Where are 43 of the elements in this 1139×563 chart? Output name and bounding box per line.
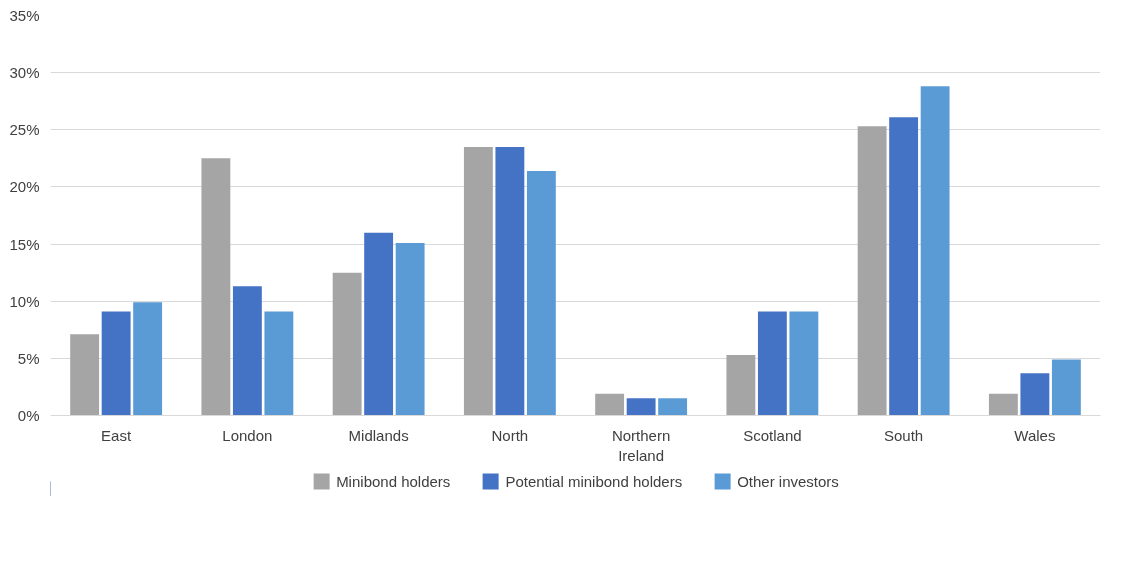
bar bbox=[232, 286, 262, 416]
x-tick-label: Midlands bbox=[348, 426, 409, 444]
x-tick-label: Scotland bbox=[743, 426, 802, 444]
bar bbox=[857, 126, 887, 416]
x-tick-label: London bbox=[222, 426, 273, 444]
bar bbox=[789, 311, 819, 416]
bar bbox=[595, 393, 625, 416]
bar bbox=[364, 232, 394, 416]
bar bbox=[626, 398, 656, 416]
y-tick-label: 10% bbox=[9, 292, 40, 310]
bar bbox=[988, 393, 1018, 416]
bar bbox=[526, 170, 556, 416]
bar bbox=[495, 146, 525, 416]
bar bbox=[757, 311, 787, 416]
x-tick-label: Northern Ireland bbox=[611, 426, 671, 464]
y-tick-label: 0% bbox=[17, 407, 40, 424]
bar bbox=[1020, 373, 1050, 416]
bar bbox=[463, 146, 493, 416]
x-tick-label: Wales bbox=[1014, 426, 1056, 444]
y-tick-label: 5% bbox=[17, 349, 40, 367]
bar bbox=[332, 272, 362, 416]
bar bbox=[395, 242, 425, 416]
y-tick-label: 30% bbox=[9, 64, 40, 82]
bar bbox=[726, 354, 756, 416]
legend-label: Potential minibond holders bbox=[505, 472, 683, 490]
x-tick-label: East bbox=[101, 426, 132, 444]
y-tick-label: 25% bbox=[9, 121, 40, 139]
bar bbox=[70, 334, 100, 416]
bar bbox=[889, 117, 919, 416]
bar bbox=[658, 398, 688, 416]
bar bbox=[201, 158, 231, 416]
legend-label: Minibond holders bbox=[336, 472, 451, 490]
bar bbox=[920, 86, 950, 416]
bar bbox=[264, 311, 294, 416]
legend-label: Other investors bbox=[737, 472, 839, 490]
x-tick-label: South bbox=[884, 426, 924, 444]
y-tick-label: 15% bbox=[9, 235, 40, 253]
bar bbox=[1051, 359, 1081, 416]
x-tick-label: North bbox=[491, 426, 529, 444]
y-tick-label: 35% bbox=[9, 7, 40, 24]
bar bbox=[133, 302, 163, 416]
y-tick-label: 20% bbox=[9, 178, 40, 196]
bar bbox=[101, 311, 131, 416]
